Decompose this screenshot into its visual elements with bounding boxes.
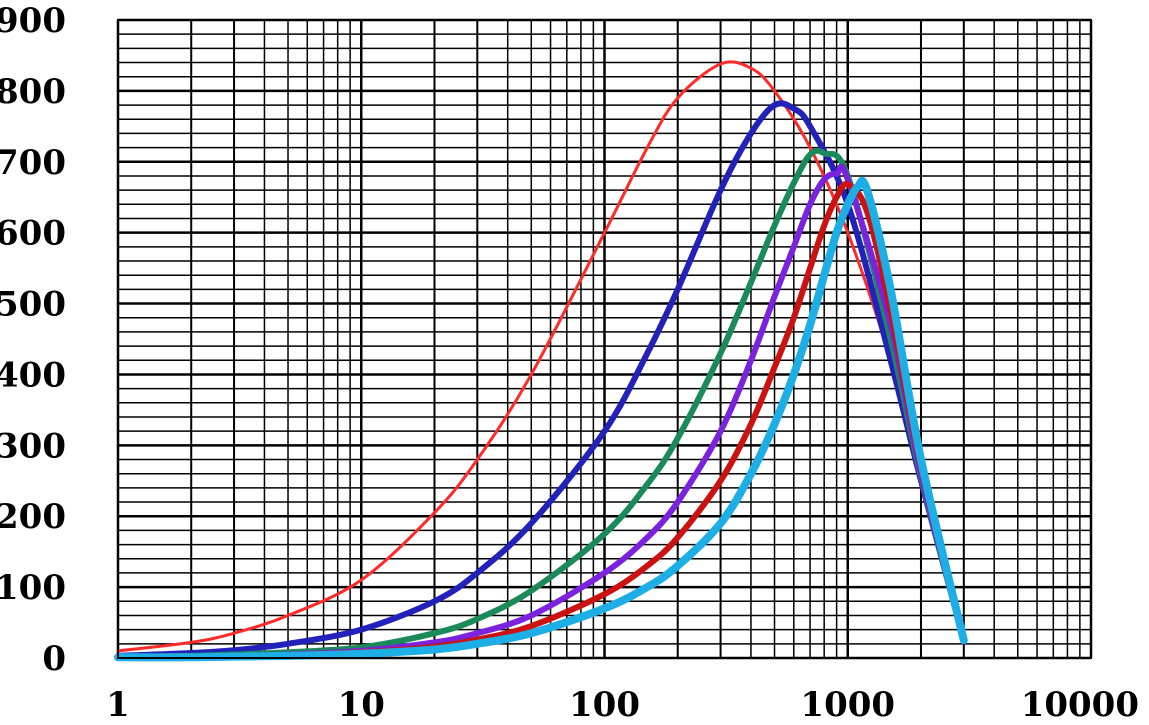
x-tick-label: 1	[106, 685, 130, 725]
y-tick-label: 600	[0, 214, 66, 254]
y-tick-label: 900	[0, 1, 66, 41]
y-tick-label: 200	[0, 497, 66, 537]
series-line-2	[115, 100, 967, 659]
y-tick-label: 800	[0, 72, 66, 112]
y-tick-label: 700	[0, 143, 66, 183]
series-line-1	[116, 60, 966, 653]
y-axis-tick-labels: 0 100 200 300 400 500 600 700 800 900	[0, 1, 66, 679]
x-axis-tick-labels: 1 10 100 1000 10000	[106, 685, 1139, 725]
series-layer	[114, 60, 968, 662]
x-tick-label: 10000	[1021, 685, 1139, 725]
y-tick-label: 0	[42, 639, 66, 679]
y-tick-label: 300	[0, 426, 66, 466]
x-tick-label: 100	[569, 685, 640, 725]
y-tick-label: 400	[0, 355, 66, 395]
y-tick-label: 100	[0, 568, 66, 608]
series-line-6	[114, 176, 968, 662]
x-tick-label: 1000	[800, 685, 895, 725]
y-tick-label: 500	[0, 285, 66, 325]
x-tick-label: 10	[338, 685, 385, 725]
plot-frame	[117, 19, 1092, 659]
